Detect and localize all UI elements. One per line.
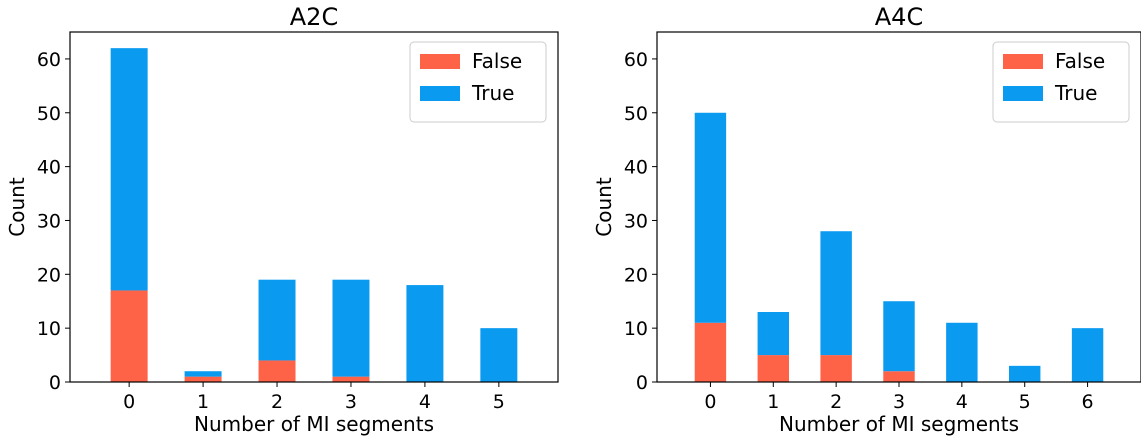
legend-swatch-true: [1003, 86, 1043, 101]
x-tick-label: 0: [123, 391, 135, 413]
x-tick-label: 4: [419, 391, 431, 413]
x-tick-label: 2: [830, 391, 842, 413]
legend-label-false: False: [472, 49, 522, 73]
y-tick-label: 40: [37, 157, 61, 179]
y-tick-label: 0: [636, 372, 648, 394]
bar-true-5: [480, 328, 517, 382]
bar-true-0: [695, 113, 726, 323]
y-tick-label: 60: [624, 49, 648, 71]
y-axis-label: Count: [592, 177, 616, 237]
x-tick-label: 0: [704, 391, 716, 413]
y-tick-label: 20: [37, 264, 61, 286]
x-tick-label: 1: [767, 391, 779, 413]
bar-true-2: [259, 280, 296, 361]
bar-true-4: [406, 285, 443, 382]
y-tick-label: 0: [49, 372, 61, 394]
bar-true-1: [758, 312, 789, 355]
bar-false-0: [695, 323, 726, 382]
x-tick-label: 1: [197, 391, 209, 413]
x-tick-label: 2: [271, 391, 283, 413]
bar-true-0: [111, 48, 148, 290]
x-axis-label: Number of MI segments: [779, 412, 1019, 436]
legend: False True: [410, 42, 546, 122]
bar-true-3: [883, 301, 914, 371]
bar-false-3: [883, 371, 914, 382]
bar-false-2: [259, 360, 296, 382]
y-tick-label: 20: [624, 264, 648, 286]
bar-true-2: [820, 231, 851, 355]
y-tick-label: 30: [624, 210, 648, 232]
legend-swatch-true: [420, 86, 460, 101]
x-tick-label: 6: [1082, 391, 1094, 413]
y-tick-label: 10: [624, 318, 648, 340]
bar-true-5: [1009, 366, 1040, 382]
x-tick-label: 4: [956, 391, 968, 413]
chart-title: A2C: [290, 3, 338, 31]
legend: False True: [993, 42, 1129, 122]
bar-false-1: [185, 377, 222, 382]
x-tick-label: 3: [345, 391, 357, 413]
bar-true-4: [946, 323, 977, 382]
bar-true-1: [185, 371, 222, 376]
x-tick-label: 3: [893, 391, 905, 413]
bar-false-1: [758, 355, 789, 382]
x-tick-label: 5: [493, 391, 505, 413]
bar-false-3: [332, 377, 369, 382]
y-tick-label: 10: [37, 318, 61, 340]
legend-label-true: True: [471, 81, 514, 105]
legend-label-false: False: [1055, 49, 1105, 73]
x-axis-label: Number of MI segments: [194, 412, 434, 436]
bar-true-3: [332, 280, 369, 377]
bar-true-6: [1072, 328, 1103, 382]
y-tick-label: 40: [624, 157, 648, 179]
legend-swatch-false: [1003, 54, 1043, 69]
y-tick-label: 60: [37, 49, 61, 71]
y-axis-label: Count: [5, 177, 29, 237]
chart-title: A4C: [875, 3, 923, 31]
x-tick-label: 5: [1019, 391, 1031, 413]
bar-false-2: [820, 355, 851, 382]
y-tick-label: 50: [624, 103, 648, 125]
bar-false-0: [111, 290, 148, 382]
y-tick-label: 30: [37, 210, 61, 232]
legend-label-true: True: [1054, 81, 1097, 105]
legend-swatch-false: [420, 54, 460, 69]
y-tick-label: 50: [37, 103, 61, 125]
